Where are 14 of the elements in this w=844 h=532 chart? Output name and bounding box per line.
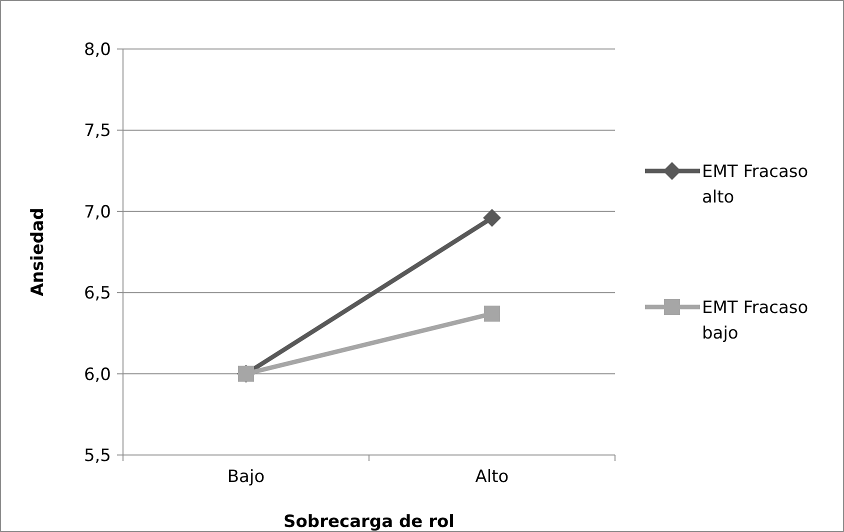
y-tick-label: 6,0 [84, 364, 111, 385]
point [483, 208, 501, 227]
x-tick-label: Alto [475, 467, 509, 487]
legend-label: EMT Fracaso bajo [702, 298, 808, 344]
x-tick-label: Bajo [227, 467, 265, 487]
legend-label: EMT Fracaso alto [702, 162, 808, 208]
y-tick-label: 8,0 [84, 40, 111, 60]
y-axis-title: Ansiedad [28, 208, 48, 296]
y-tick-label: 7,0 [84, 202, 111, 222]
point [484, 306, 500, 322]
x-axis-title: Sobrecarga de rol [283, 512, 455, 532]
y-tick-label: 5,5 [84, 446, 111, 466]
y-tick-label: 6,5 [84, 284, 111, 304]
y-tick-label: 7,5 [84, 121, 111, 142]
